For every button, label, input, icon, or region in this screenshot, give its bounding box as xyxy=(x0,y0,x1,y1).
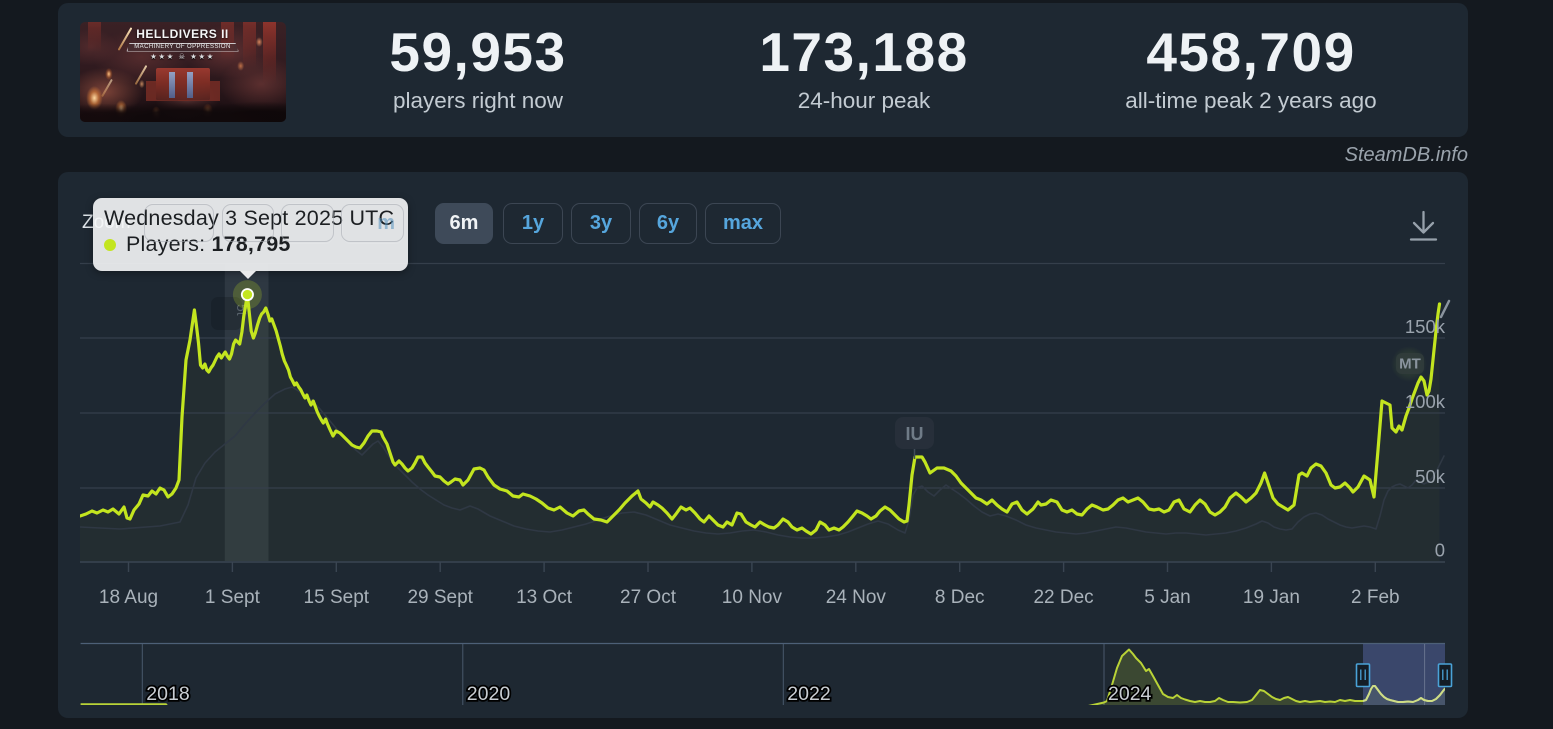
svg-text:2018: 2018 xyxy=(146,683,189,705)
svg-text:19 Jan: 19 Jan xyxy=(1243,587,1300,608)
svg-text:2 Feb: 2 Feb xyxy=(1351,587,1400,608)
svg-text:2022: 2022 xyxy=(787,683,830,705)
svg-text:100k: 100k xyxy=(1405,391,1446,412)
svg-text:15 Sept: 15 Sept xyxy=(304,587,370,608)
svg-text:13 Oct: 13 Oct xyxy=(516,587,573,608)
svg-text:24 Nov: 24 Nov xyxy=(826,587,887,608)
svg-text:5 Jan: 5 Jan xyxy=(1144,587,1190,608)
svg-text:1 Sept: 1 Sept xyxy=(205,587,261,608)
svg-text:22 Dec: 22 Dec xyxy=(1033,587,1093,608)
svg-text:IU: IU xyxy=(906,424,924,444)
svg-text:2020: 2020 xyxy=(467,683,511,705)
svg-text:2024: 2024 xyxy=(1108,683,1152,705)
svg-text:29 Sept: 29 Sept xyxy=(407,587,473,608)
svg-text:10 Nov: 10 Nov xyxy=(722,587,783,608)
svg-text:MT: MT xyxy=(1399,356,1421,373)
svg-text:150k: 150k xyxy=(1405,316,1446,337)
svg-text:27 Oct: 27 Oct xyxy=(620,587,677,608)
svg-text:18 Aug: 18 Aug xyxy=(99,587,158,608)
svg-text:5t: 5t xyxy=(234,304,250,316)
svg-text:0: 0 xyxy=(1435,540,1445,561)
svg-text:50k: 50k xyxy=(1415,466,1446,487)
svg-text:8 Dec: 8 Dec xyxy=(935,587,985,608)
